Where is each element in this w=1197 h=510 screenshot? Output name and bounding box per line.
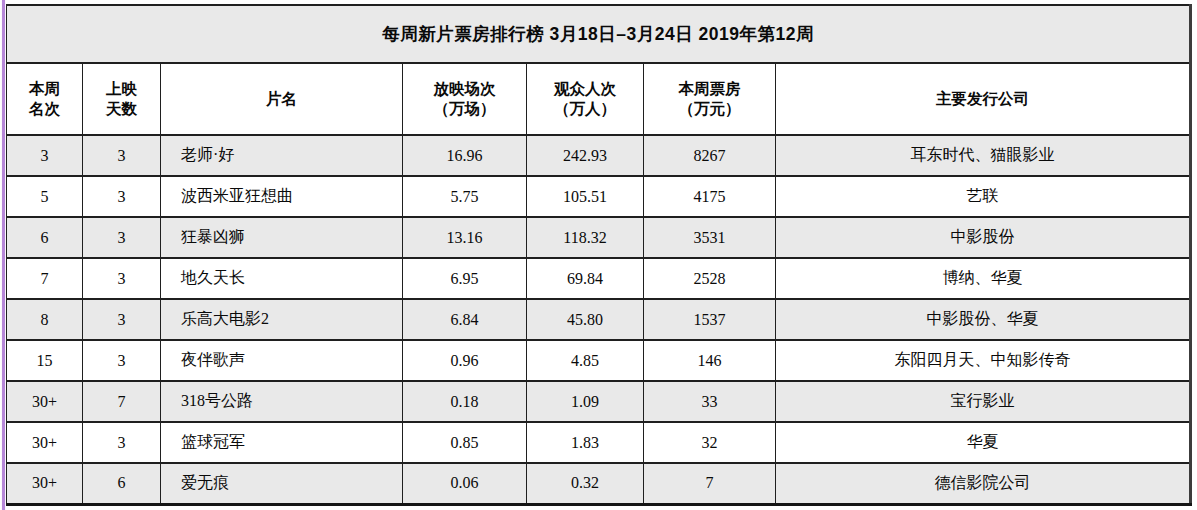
cell-film: 老师·好 xyxy=(161,135,403,176)
table-row: 8 3 乐高大电影2 6.84 45.80 1537 中影股份、华夏 xyxy=(7,299,1191,340)
table-header-row: 本周 名次 上映 天数 片名 放映场次 （万场） 观众人次 （万人） xyxy=(7,63,1191,135)
table-container: 每周新片票房排行榜 3月18日–3月24日 2019年第12周 本周 名次 上映… xyxy=(6,4,1192,506)
cell-screenings: 6.84 xyxy=(403,299,527,340)
cell-days: 3 xyxy=(83,299,161,340)
scanned-document-page: 每周新片票房排行榜 3月18日–3月24日 2019年第12周 本周 名次 上映… xyxy=(0,0,1197,510)
cell-rank: 30+ xyxy=(7,463,83,504)
header-screenings: 放映场次 （万场） xyxy=(403,63,527,135)
cell-distributor: 中影股份、华夏 xyxy=(776,299,1191,340)
cell-box-office: 146 xyxy=(644,340,776,381)
cell-box-office: 4175 xyxy=(644,176,776,217)
cell-rank: 7 xyxy=(7,258,83,299)
cell-box-office: 32 xyxy=(644,422,776,463)
table-row: 15 3 夜伴歌声 0.96 4.85 146 东阳四月天、中知影传奇 xyxy=(7,340,1191,381)
cell-box-office: 7 xyxy=(644,463,776,504)
cell-distributor: 中影股份 xyxy=(776,217,1191,258)
cell-rank: 3 xyxy=(7,135,83,176)
table-title-row: 每周新片票房排行榜 3月18日–3月24日 2019年第12周 xyxy=(7,5,1191,63)
header-days: 上映 天数 xyxy=(83,63,161,135)
cell-audience: 105.51 xyxy=(527,176,644,217)
table-row: 7 3 地久天长 6.95 69.84 2528 博纳、华夏 xyxy=(7,258,1191,299)
cell-distributor: 宝行影业 xyxy=(776,381,1191,422)
cell-film: 篮球冠军 xyxy=(161,422,403,463)
cell-box-office: 2528 xyxy=(644,258,776,299)
cell-audience: 1.83 xyxy=(527,422,644,463)
table-row: 30+ 3 篮球冠军 0.85 1.83 32 华夏 xyxy=(7,422,1191,463)
header-distributor: 主要发行公司 xyxy=(776,63,1191,135)
cell-audience: 0.32 xyxy=(527,463,644,504)
cell-film: 夜伴歌声 xyxy=(161,340,403,381)
table-row: 5 3 波西米亚狂想曲 5.75 105.51 4175 艺联 xyxy=(7,176,1191,217)
cell-film: 地久天长 xyxy=(161,258,403,299)
cell-audience: 69.84 xyxy=(527,258,644,299)
scan-edge-line xyxy=(2,0,5,510)
cell-screenings: 0.96 xyxy=(403,340,527,381)
cell-days: 3 xyxy=(83,135,161,176)
cell-rank: 15 xyxy=(7,340,83,381)
cell-days: 3 xyxy=(83,176,161,217)
cell-distributor: 德信影院公司 xyxy=(776,463,1191,504)
cell-days: 7 xyxy=(83,381,161,422)
cell-rank: 30+ xyxy=(7,422,83,463)
cell-distributor: 耳东时代、猫眼影业 xyxy=(776,135,1191,176)
cell-film: 狂暴凶狮 xyxy=(161,217,403,258)
cell-days: 3 xyxy=(83,422,161,463)
cell-box-office: 33 xyxy=(644,381,776,422)
header-audience: 观众人次 （万人） xyxy=(527,63,644,135)
cell-distributor: 东阳四月天、中知影传奇 xyxy=(776,340,1191,381)
cell-audience: 118.32 xyxy=(527,217,644,258)
header-box-office: 本周票房 （万元） xyxy=(644,63,776,135)
header-film-name: 片名 xyxy=(161,63,403,135)
cell-box-office: 3531 xyxy=(644,217,776,258)
cell-rank: 30+ xyxy=(7,381,83,422)
cell-audience: 242.93 xyxy=(527,135,644,176)
cell-rank: 8 xyxy=(7,299,83,340)
cell-film: 波西米亚狂想曲 xyxy=(161,176,403,217)
weekly-box-office-table: 每周新片票房排行榜 3月18日–3月24日 2019年第12周 本周 名次 上映… xyxy=(6,4,1192,506)
table-row: 3 3 老师·好 16.96 242.93 8267 耳东时代、猫眼影业 xyxy=(7,135,1191,176)
cell-film: 乐高大电影2 xyxy=(161,299,403,340)
cell-screenings: 13.16 xyxy=(403,217,527,258)
cell-distributor: 华夏 xyxy=(776,422,1191,463)
cell-box-office: 1537 xyxy=(644,299,776,340)
cell-screenings: 16.96 xyxy=(403,135,527,176)
cell-film: 爱无痕 xyxy=(161,463,403,504)
cell-screenings: 0.18 xyxy=(403,381,527,422)
cell-screenings: 6.95 xyxy=(403,258,527,299)
cell-days: 3 xyxy=(83,258,161,299)
table-row: 30+ 7 318号公路 0.18 1.09 33 宝行影业 xyxy=(7,381,1191,422)
cell-audience: 1.09 xyxy=(527,381,644,422)
cell-audience: 4.85 xyxy=(527,340,644,381)
cell-screenings: 5.75 xyxy=(403,176,527,217)
cell-days: 3 xyxy=(83,340,161,381)
cell-audience: 45.80 xyxy=(527,299,644,340)
cell-box-office: 8267 xyxy=(644,135,776,176)
table-row: 30+ 6 爱无痕 0.06 0.32 7 德信影院公司 xyxy=(7,463,1191,504)
cell-rank: 5 xyxy=(7,176,83,217)
cell-days: 6 xyxy=(83,463,161,504)
cell-rank: 6 xyxy=(7,217,83,258)
page-title: 每周新片票房排行榜 3月18日–3月24日 2019年第12周 xyxy=(7,5,1191,63)
cell-distributor: 艺联 xyxy=(776,176,1191,217)
cell-screenings: 0.85 xyxy=(403,422,527,463)
cell-distributor: 博纳、华夏 xyxy=(776,258,1191,299)
cell-days: 3 xyxy=(83,217,161,258)
cell-screenings: 0.06 xyxy=(403,463,527,504)
table-row: 6 3 狂暴凶狮 13.16 118.32 3531 中影股份 xyxy=(7,217,1191,258)
header-rank: 本周 名次 xyxy=(7,63,83,135)
cell-film: 318号公路 xyxy=(161,381,403,422)
